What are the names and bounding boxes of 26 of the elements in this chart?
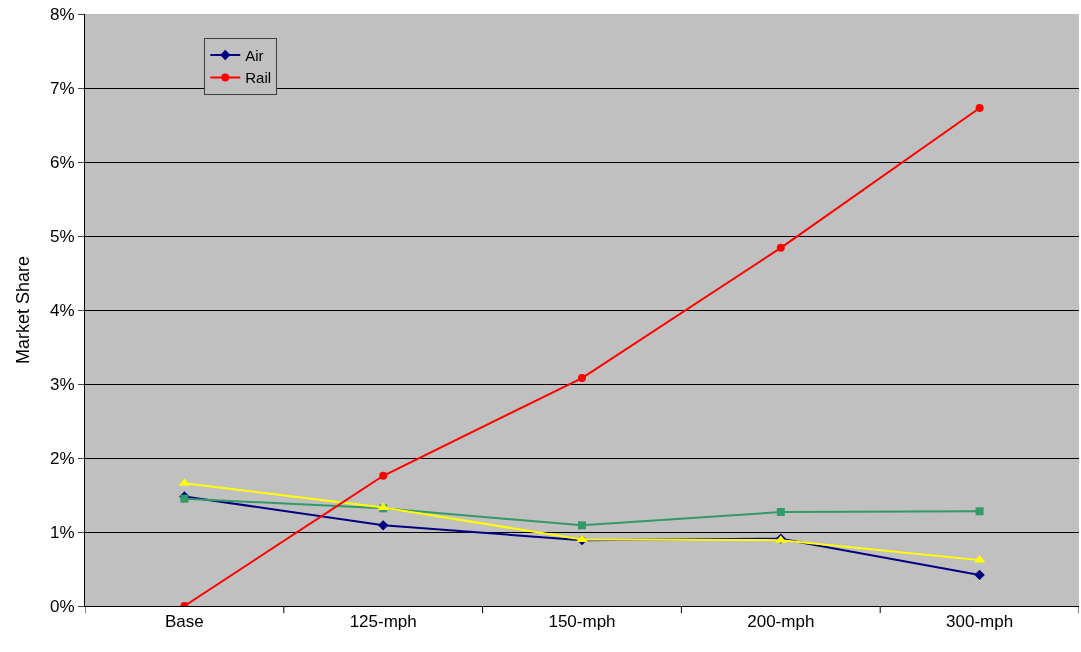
point: [776, 508, 785, 517]
legend-label: Rail: [245, 69, 272, 87]
x-tick-label: 150-mph: [548, 612, 616, 632]
x-tick-label: Base: [165, 612, 204, 632]
point: [578, 374, 586, 383]
point: [379, 471, 388, 480]
point: [974, 569, 985, 581]
y-tick-label: 8%: [50, 4, 75, 24]
point: [975, 103, 984, 112]
y-tick-label: 2%: [50, 448, 75, 468]
y-tick-label: 6%: [50, 152, 75, 172]
x-tick-label: 200-mph: [747, 612, 815, 632]
y-axis-title: Market Share: [13, 255, 34, 365]
point: [578, 521, 586, 530]
x-tick-label: 125-mph: [349, 612, 417, 632]
point: [776, 243, 785, 252]
point: [975, 507, 984, 516]
y-tick-label: 7%: [50, 78, 75, 98]
y-tick-label: 1%: [50, 522, 75, 542]
point: [378, 520, 389, 531]
y-tick-label: 3%: [50, 374, 75, 394]
y-tick-label: 4%: [50, 300, 75, 320]
x-tick-label: 300-mph: [946, 612, 1014, 632]
y-tick-label: 5%: [50, 226, 75, 246]
y-tick-label: 0%: [50, 596, 75, 616]
legend-label: Air: [245, 46, 264, 64]
